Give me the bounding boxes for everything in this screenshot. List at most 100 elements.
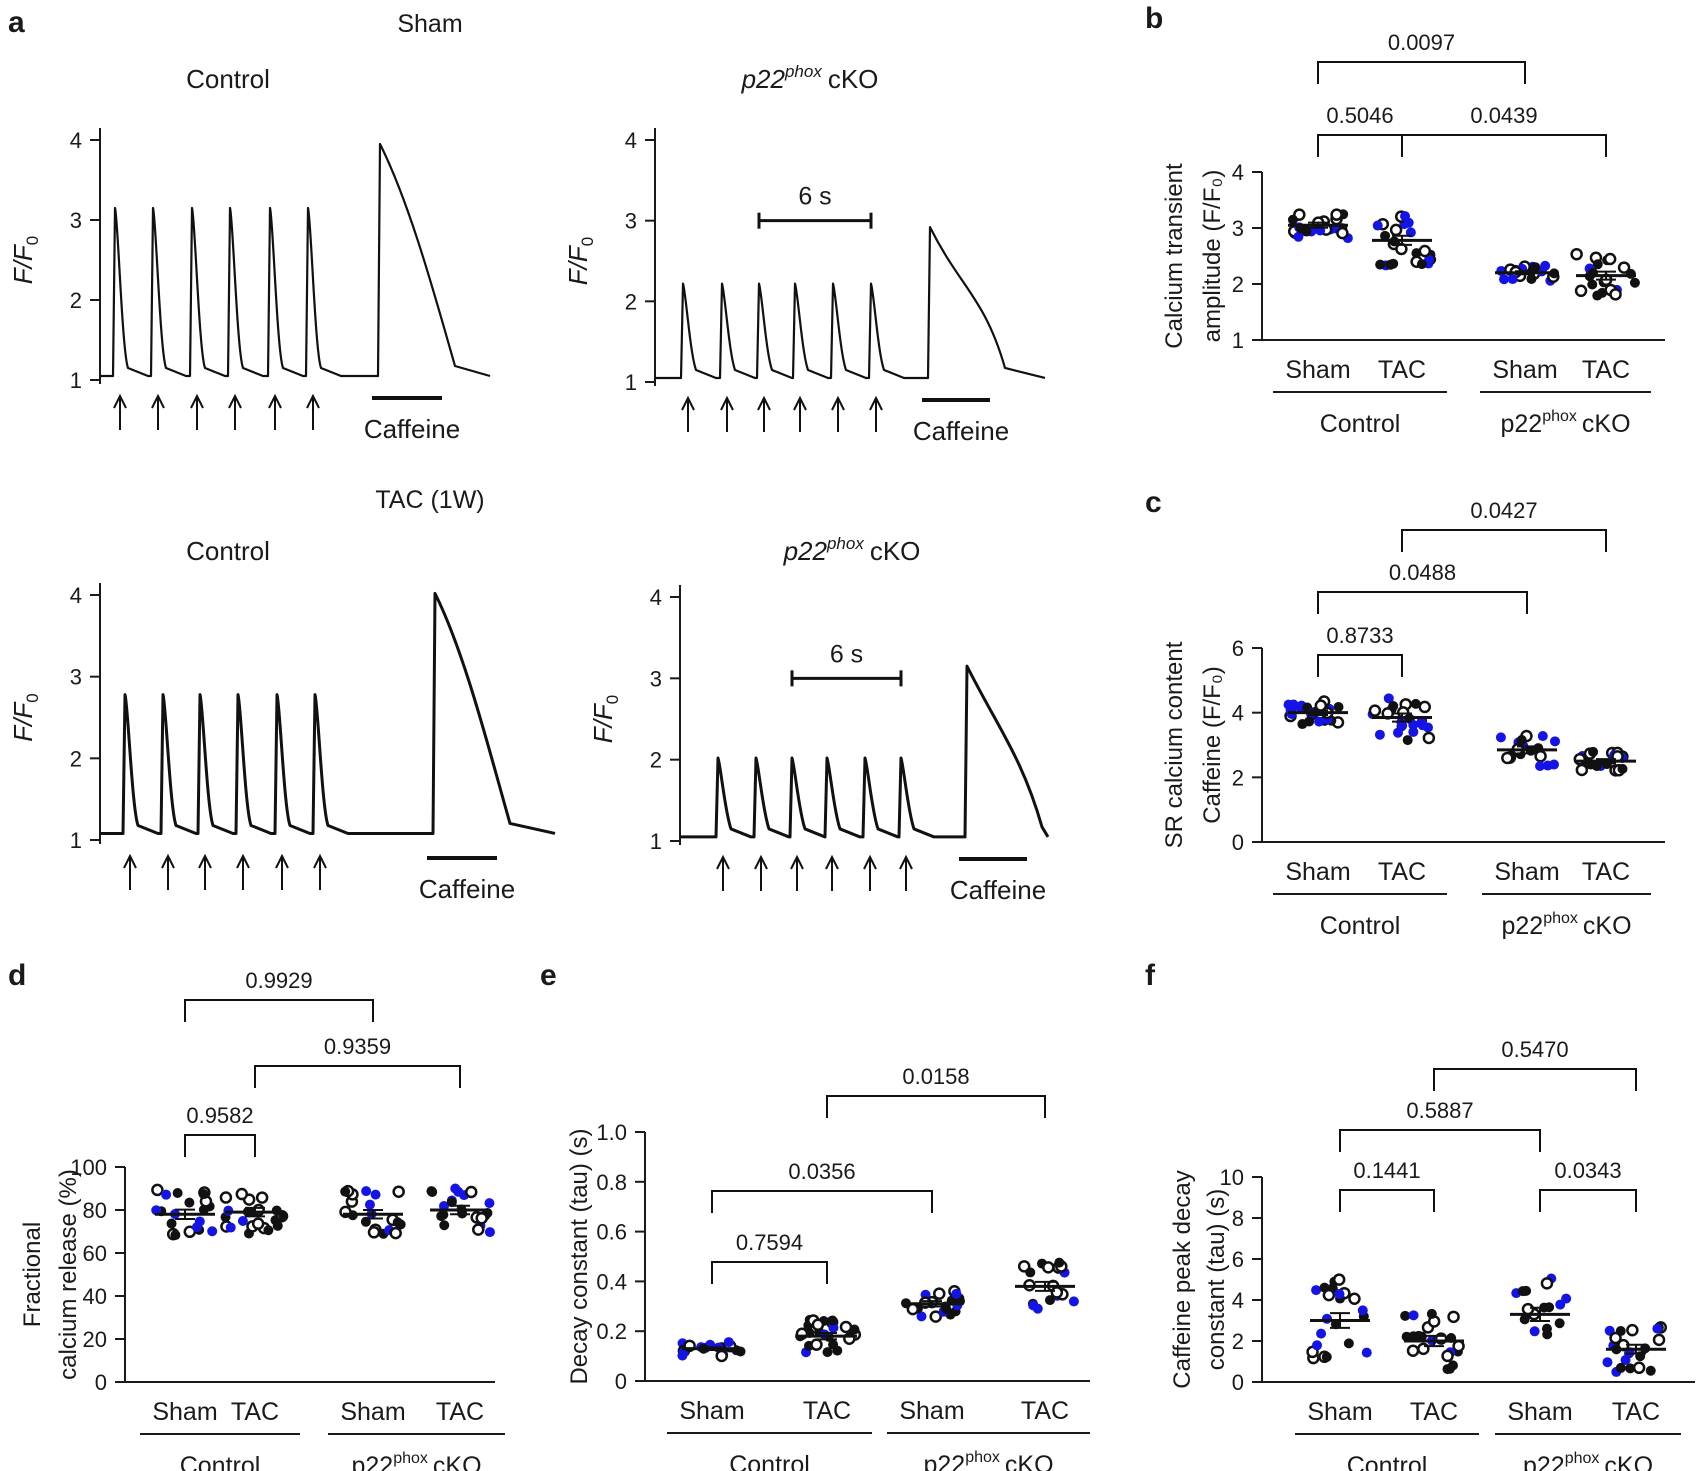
y-tick-label: 0 <box>1232 830 1244 855</box>
data-point <box>1396 706 1410 719</box>
panel-label-a: a <box>8 6 25 39</box>
data-point <box>392 1217 403 1228</box>
data-point <box>235 1187 249 1201</box>
data-point <box>827 1315 838 1326</box>
x-category-label: TAC <box>1021 1397 1069 1425</box>
data-point <box>1548 759 1559 770</box>
y-tick-label: 80 <box>83 1198 107 1223</box>
stimulus-arrow-icon <box>757 395 771 411</box>
stimulus-arrow-icon <box>268 393 282 409</box>
data-point <box>367 1226 381 1239</box>
data-point <box>1620 1355 1631 1366</box>
data-point <box>1403 217 1414 228</box>
stimulus-arrow-icon <box>863 854 877 870</box>
data-point <box>916 1311 927 1322</box>
data-point <box>1418 244 1432 258</box>
data-point <box>1336 226 1349 240</box>
data-point <box>1609 288 1622 301</box>
group-label-cko: p22phox cKO <box>1501 910 1631 940</box>
y-tick-label: 0 <box>615 1369 627 1394</box>
data-point <box>933 1287 946 1300</box>
data-point <box>941 1304 952 1315</box>
trace-y-tick-label: 1 <box>625 370 637 395</box>
data-point <box>151 1205 162 1216</box>
trace-y-label: F/F0 <box>563 237 597 285</box>
x-category-label: Sham <box>340 1398 405 1426</box>
data-point <box>1375 259 1386 270</box>
y-tick-label: 1 <box>1232 328 1244 353</box>
data-point <box>172 1188 183 1199</box>
y-tick-label: 0.4 <box>596 1269 627 1294</box>
panel-label-b: b <box>1145 2 1163 35</box>
x-category-label: TAC <box>1582 858 1630 886</box>
y-tick-label: 10 <box>1220 1165 1244 1190</box>
y-tick-label: 40 <box>83 1284 107 1309</box>
data-point <box>1540 1277 1554 1290</box>
trace-y-tick-label: 2 <box>650 748 662 773</box>
trace-title-tac-control: Control <box>186 536 270 566</box>
y-label-line2: calcium release (%) <box>55 1169 82 1380</box>
data-point <box>1408 726 1419 737</box>
data-point <box>170 1230 181 1241</box>
data-point <box>1587 279 1598 290</box>
panel-label-c: c <box>1145 486 1162 519</box>
data-point <box>828 1322 839 1333</box>
data-point <box>484 1198 495 1209</box>
data-point <box>340 1186 351 1197</box>
y-label-line1: SR calcium content <box>1161 641 1188 848</box>
calcium-trace-line <box>100 142 491 378</box>
y-tick-label: 2 <box>1232 1329 1244 1354</box>
data-point <box>1507 274 1518 285</box>
scatter-panel-f: 0 2 4 6 8 10 Caffeine peak decay constant (tau)… <box>1169 1037 1695 1471</box>
data-point <box>1032 1303 1043 1314</box>
data-point <box>1287 214 1298 225</box>
trace-y-tick-label: 1 <box>650 829 662 854</box>
scatter-panel-d: 0 20 40 60 80 100 Fractional calcium release (%… <box>19 968 505 1471</box>
trace-title-tac-cko: p22phox cKO <box>783 534 921 566</box>
data-point <box>1575 763 1589 777</box>
data-point <box>1422 731 1436 745</box>
significance-bracket <box>1401 529 1607 552</box>
x-category-label: Sham <box>679 1397 744 1425</box>
data-point <box>1348 1292 1361 1305</box>
p-value-label: 0.0427 <box>1470 498 1537 523</box>
data-point <box>472 1223 485 1236</box>
data-point <box>151 1183 164 1197</box>
stimulus-arrow-icon <box>236 853 250 869</box>
data-point <box>906 1302 920 1316</box>
data-point <box>1588 746 1599 757</box>
stimulus-arrow-icon <box>716 854 730 870</box>
stimulus-arrow-icon <box>228 393 242 409</box>
data-point <box>1410 698 1421 709</box>
trace-panel-2: 1 2 3 4 F/F0 Caffeine 6 s <box>563 128 1046 446</box>
stimulus-arrow-icon <box>825 854 839 870</box>
trace-y-label: F/F0 <box>8 236 42 284</box>
data-point <box>364 1199 375 1210</box>
data-point <box>677 1350 688 1361</box>
group-label-cko: p22phox cKO <box>1523 1450 1653 1471</box>
data-point <box>1629 277 1640 288</box>
scatter-panel-c: 0 2 4 6 SR calcium content Caffeine (F/F₀) Sha… <box>1161 498 1665 940</box>
data-point <box>1304 716 1315 727</box>
p-value-label: 0.0439 <box>1470 103 1537 128</box>
calcium-trace-line <box>655 226 1046 380</box>
panel-label-f: f <box>1145 959 1156 992</box>
y-tick-label: 0.2 <box>596 1319 627 1344</box>
y-tick-label: 0 <box>1232 1370 1244 1395</box>
data-point <box>370 1189 381 1200</box>
scale-bar-label: 6 s <box>798 183 831 211</box>
x-category-label: Sham <box>899 1397 964 1425</box>
data-point <box>439 1220 450 1231</box>
data-point <box>1025 1267 1036 1278</box>
data-point <box>810 1338 823 1351</box>
stimulus-arrow-icon <box>869 395 883 411</box>
data-point <box>1050 1286 1064 1299</box>
p-value-label: 0.9929 <box>245 968 312 993</box>
data-point <box>184 1197 195 1208</box>
data-point <box>1311 1285 1322 1296</box>
data-point <box>1330 208 1343 221</box>
data-point <box>1537 731 1548 742</box>
x-category-label: Sham <box>1507 1398 1572 1426</box>
